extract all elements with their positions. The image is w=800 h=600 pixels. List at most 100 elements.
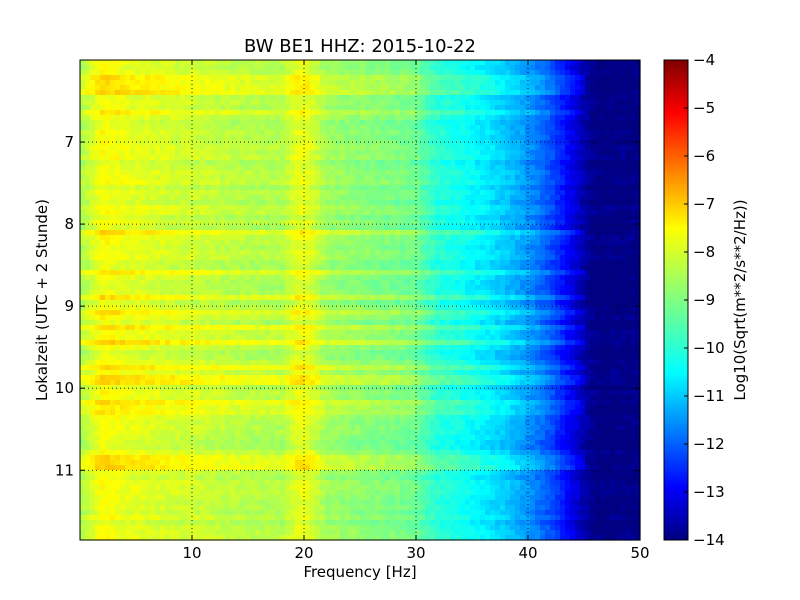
heatmap-cell [145, 265, 151, 271]
heatmap-cell [400, 105, 406, 111]
heatmap-cell [270, 210, 276, 216]
heatmap-cell [570, 170, 576, 176]
heatmap-cell [580, 90, 586, 96]
heatmap-cell [315, 275, 321, 281]
heatmap-cell [615, 210, 621, 216]
heatmap-cell [555, 210, 561, 216]
heatmap-cell [485, 275, 491, 281]
heatmap-cell [315, 135, 321, 141]
heatmap-cell [585, 170, 591, 176]
heatmap-cell [155, 190, 161, 196]
heatmap-cell [435, 255, 441, 261]
heatmap-cell [555, 155, 561, 161]
heatmap-cell [545, 160, 551, 166]
heatmap-cell [180, 115, 186, 121]
heatmap-cell [455, 95, 461, 101]
heatmap-cell [340, 175, 346, 181]
heatmap-cell [185, 160, 191, 166]
heatmap-cell [545, 95, 551, 101]
heatmap-cell [560, 170, 566, 176]
heatmap-cell [570, 235, 576, 241]
heatmap-cell [115, 175, 121, 181]
heatmap-cell [140, 230, 146, 236]
heatmap-cell [300, 85, 306, 91]
heatmap-cell [190, 275, 196, 281]
heatmap-cell [325, 190, 331, 196]
heatmap-cell [590, 70, 596, 76]
heatmap-cell [365, 230, 371, 236]
heatmap-cell [500, 95, 506, 101]
heatmap-cell [625, 220, 631, 226]
heatmap-cell [615, 220, 621, 226]
heatmap-cell [390, 230, 396, 236]
heatmap-cell [160, 195, 166, 201]
heatmap-cell [110, 120, 116, 126]
heatmap-cell [420, 90, 426, 96]
heatmap-cell [620, 195, 626, 201]
heatmap-cell [80, 130, 86, 136]
heatmap-cell [630, 215, 636, 221]
heatmap-cell [215, 140, 221, 146]
heatmap-cell [405, 130, 411, 136]
heatmap-cell [155, 180, 161, 186]
heatmap-cell [405, 145, 411, 151]
heatmap-cell [405, 100, 411, 106]
heatmap-cell [140, 145, 146, 151]
heatmap-cell [440, 235, 446, 241]
heatmap-cell [395, 255, 401, 261]
heatmap-cell [195, 175, 201, 181]
heatmap-cell [305, 270, 311, 276]
heatmap-cell [590, 210, 596, 216]
heatmap-cell [490, 245, 496, 251]
heatmap-cell [310, 175, 316, 181]
heatmap-cell [635, 145, 641, 151]
heatmap-cell [155, 175, 161, 181]
heatmap-cell [145, 105, 151, 111]
heatmap-cell [200, 255, 206, 261]
heatmap-cell [630, 100, 636, 106]
heatmap-cell [315, 85, 321, 91]
heatmap-cell [520, 215, 526, 221]
heatmap-cell [425, 145, 431, 151]
heatmap-cell [305, 280, 311, 286]
heatmap-cell [190, 120, 196, 126]
heatmap-cell [600, 205, 606, 211]
heatmap-cell [215, 245, 221, 251]
heatmap-cell [280, 275, 286, 281]
heatmap-cell [160, 70, 166, 76]
heatmap-cell [165, 270, 171, 276]
heatmap-cell [575, 150, 581, 156]
heatmap-cell [365, 70, 371, 76]
heatmap-cell [300, 240, 306, 246]
heatmap-cell [450, 230, 456, 236]
heatmap-cell [135, 240, 141, 246]
heatmap-cell [280, 235, 286, 241]
heatmap-cell [285, 80, 291, 86]
heatmap-cell [345, 190, 351, 196]
heatmap-cell [555, 180, 561, 186]
heatmap-cell [245, 125, 251, 131]
heatmap-cell [335, 175, 341, 181]
heatmap-cell [440, 265, 446, 271]
heatmap-cell [505, 215, 511, 221]
heatmap-cell [350, 165, 356, 171]
heatmap-cell [235, 185, 241, 191]
heatmap-cell [460, 160, 466, 166]
heatmap-cell [265, 270, 271, 276]
heatmap-cell [535, 125, 541, 131]
heatmap-cell [115, 85, 121, 91]
heatmap-cell [575, 60, 581, 66]
heatmap-cell [545, 125, 551, 131]
heatmap-cell [370, 185, 376, 191]
heatmap-cell [395, 210, 401, 216]
heatmap-cell [185, 210, 191, 216]
heatmap-cell [125, 175, 131, 181]
heatmap-cell [315, 180, 321, 186]
heatmap-cell [110, 275, 116, 281]
heatmap-cell [340, 200, 346, 206]
heatmap-cell [405, 215, 411, 221]
heatmap-cell [265, 65, 271, 71]
heatmap-cell [120, 150, 126, 156]
heatmap-cell [600, 180, 606, 186]
heatmap-cell [510, 245, 516, 251]
